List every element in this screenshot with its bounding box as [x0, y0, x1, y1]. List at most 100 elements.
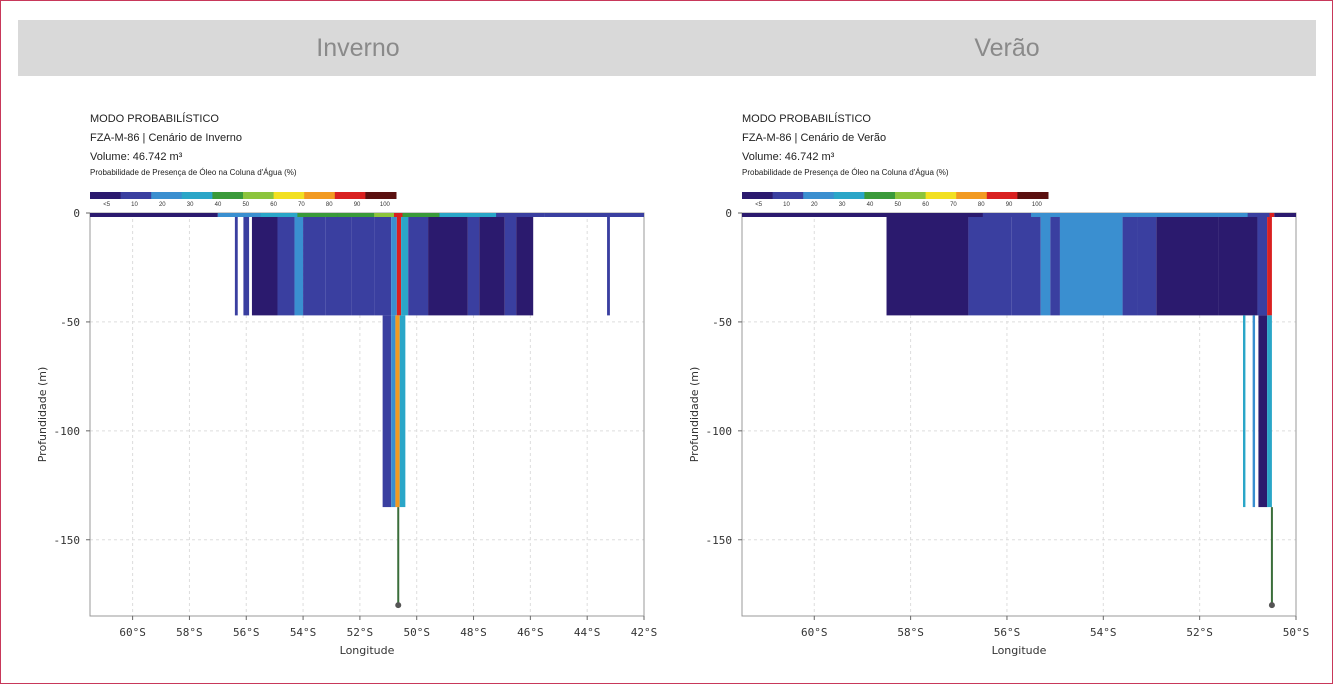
colorbar-tick-label: 50 — [894, 202, 901, 208]
data-column-upper — [1218, 213, 1258, 316]
colorbar-tick-label: 80 — [326, 202, 333, 208]
x-tick-label: 48°S — [460, 626, 487, 639]
y-tick-label: -50 — [60, 316, 80, 329]
data-column-lower — [1258, 315, 1268, 508]
x-axis-label: Longitude — [340, 644, 395, 657]
data-column-upper — [1137, 213, 1157, 316]
colorbar-tick-label: 90 — [354, 202, 361, 208]
x-tick-label: 58°S — [176, 626, 203, 639]
colorbar-tick-label: 100 — [1032, 202, 1043, 208]
x-tick-label: 60°S — [801, 626, 828, 639]
surface-strip-segment — [217, 213, 261, 217]
colorbar-tick-label: 70 — [298, 202, 305, 208]
y-tick-label: -150 — [706, 534, 733, 547]
chart-panel-winter: <5 10 20 30 40 50 60 70 80 90 100 60°S 58°S 56°S 54°S 5… — [10, 100, 670, 670]
colorbar-title: Probabilidade de Presença de Óleo na Col… — [90, 168, 297, 177]
colorbar-swatch — [895, 192, 927, 199]
data-column-upper — [467, 213, 480, 316]
data-column-lower — [382, 315, 392, 508]
x-tick-label: 56°S — [994, 626, 1021, 639]
data-column-lower — [395, 315, 400, 508]
data-column-upper — [1156, 213, 1219, 316]
x-tick-label: 50°S — [1283, 626, 1310, 639]
surface-strip-segment — [1247, 213, 1270, 217]
colorbar-tick-label: 40 — [215, 202, 222, 208]
colorbar-tick-label: 20 — [159, 202, 166, 208]
colorbar-swatch — [803, 192, 835, 199]
surface-strip-segment — [393, 213, 403, 217]
x-tick-label: 54°S — [290, 626, 317, 639]
data-column-upper — [479, 213, 505, 316]
data-column-upper — [243, 213, 250, 316]
scenario-label: FZA-M-86 | Cenário de Inverno — [90, 132, 243, 144]
x-tick-label: 50°S — [403, 626, 430, 639]
x-tick-label: 42°S — [631, 626, 658, 639]
data-column-upper — [325, 213, 352, 316]
data-column-upper — [516, 213, 534, 316]
scenario-header: Inverno Verão — [18, 20, 1316, 76]
surface-strip-segment — [982, 213, 1032, 217]
colorbar-swatch — [334, 192, 366, 199]
surface-strip-segment — [402, 213, 440, 217]
surface-strip-segment — [439, 213, 497, 217]
colorbar-tick-label: 100 — [380, 202, 391, 208]
surface-strip-segment — [374, 213, 394, 217]
surface-strip-segment — [1269, 213, 1275, 217]
colorbar-tick-label: 60 — [270, 202, 277, 208]
colorbar-swatch — [772, 192, 804, 199]
y-tick-label: -150 — [54, 534, 81, 547]
scenario-label: FZA-M-86 | Cenário de Verão — [742, 132, 887, 144]
colorbar-swatch — [365, 192, 397, 199]
data-column-upper — [968, 213, 1012, 316]
data-column-upper — [294, 213, 304, 316]
colorbar-tick-label: 90 — [1006, 202, 1013, 208]
x-tick-label: 56°S — [233, 626, 260, 639]
chart-panel-summer: <5 10 20 30 40 50 60 70 80 90 100 60°S 58°S 56°S 54°S 5… — [662, 100, 1322, 670]
x-tick-label: 60°S — [119, 626, 146, 639]
colorbar-swatch — [1017, 192, 1049, 199]
colorbar-swatch — [90, 192, 122, 199]
colorbar-tick-label: 20 — [811, 202, 818, 208]
volume-label: Volume: 46.742 m³ — [90, 151, 183, 163]
colorbar-title: Probabilidade de Presença de Óleo na Col… — [742, 168, 949, 177]
colorbar-swatch — [956, 192, 988, 199]
data-column-upper — [303, 213, 326, 316]
colorbar-swatch — [742, 192, 774, 199]
data-column-lower — [1267, 315, 1272, 508]
data-column-upper — [1122, 213, 1138, 316]
x-tick-label: 46°S — [517, 626, 544, 639]
colorbar-tick-label: 30 — [839, 202, 846, 208]
y-tick-label: -50 — [712, 316, 732, 329]
header-label-summer: Verão — [974, 34, 1040, 62]
colorbar-swatch — [243, 192, 275, 199]
colorbar-swatch — [181, 192, 213, 199]
colorbar-tick-label: 10 — [131, 202, 138, 208]
data-column-upper — [428, 213, 468, 316]
x-tick-label: 44°S — [574, 626, 601, 639]
colorbar-tick-label: 50 — [242, 202, 249, 208]
chart-meta-summer: MODO PROBABILÍSTICO FZA-M-86 | Cenário d… — [742, 110, 949, 179]
y-tick-label: 0 — [73, 207, 80, 220]
colorbar-swatch — [120, 192, 152, 199]
data-column-upper — [391, 213, 397, 316]
data-column-upper — [886, 213, 969, 316]
colorbar-tick-label: <5 — [103, 202, 111, 208]
colorbar-swatch — [212, 192, 244, 199]
data-column-upper — [396, 213, 402, 316]
data-column-upper — [1040, 213, 1051, 316]
data-column-upper — [408, 213, 429, 316]
data-column-upper — [1011, 213, 1041, 316]
header-label-winter: Inverno — [316, 34, 400, 62]
data-column-upper — [374, 213, 392, 316]
data-column-upper — [1267, 213, 1272, 316]
colorbar-tick-label: 30 — [187, 202, 194, 208]
y-tick-label: -100 — [706, 425, 733, 438]
data-column-lower — [399, 315, 406, 508]
surface-strip-segment — [297, 213, 338, 217]
colorbar-tick-label: 40 — [867, 202, 874, 208]
colorbar-tick-label: 10 — [783, 202, 790, 208]
surface-strip-segment — [742, 213, 983, 217]
data-column-upper — [277, 213, 295, 316]
data-column-upper — [504, 213, 517, 316]
colorbar-tick-label: 60 — [922, 202, 929, 208]
